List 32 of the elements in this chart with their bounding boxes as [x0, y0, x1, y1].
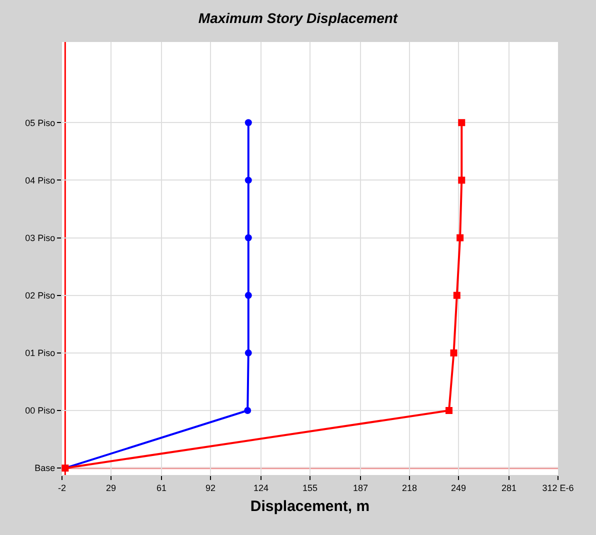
- point: [244, 407, 252, 414]
- y-tick-label: 05 Piso: [25, 118, 56, 128]
- x-axis-title: Displacement, m: [250, 498, 370, 515]
- x-tick-label: 29: [106, 482, 116, 493]
- x-tick-label: 92: [205, 482, 216, 493]
- point: [458, 176, 466, 184]
- y-tick-label: 03 Piso: [25, 232, 56, 243]
- x-tick-label: 312 E-6: [542, 482, 574, 493]
- x-tick-label: 61: [156, 482, 167, 493]
- point: [244, 176, 252, 184]
- point: [446, 407, 453, 414]
- x-tick-label: 281: [502, 482, 517, 493]
- x-tick-label: -2: [58, 482, 66, 493]
- point: [456, 234, 464, 242]
- point: [244, 234, 252, 242]
- x-tick-label: 187: [353, 482, 368, 493]
- x-tick-label: 249: [450, 482, 466, 493]
- point: [244, 349, 252, 356]
- point: [244, 119, 252, 126]
- y-tick-label: 04 Piso: [25, 175, 56, 186]
- point: [453, 292, 460, 299]
- point: [244, 292, 252, 299]
- point: [450, 349, 458, 356]
- y-tick-label: 01 Piso: [25, 348, 56, 358]
- y-tick-label: 00 Piso: [25, 406, 56, 416]
- point: [458, 119, 466, 126]
- y-tick-label: Base: [34, 463, 56, 474]
- chart-title: Maximum Story Displacement: [198, 10, 399, 26]
- x-tick-label: 218: [402, 482, 418, 493]
- x-tick-label: 155: [302, 482, 318, 493]
- y-tick-label: 02 Piso: [25, 290, 56, 300]
- x-tick-label: 124: [254, 482, 269, 493]
